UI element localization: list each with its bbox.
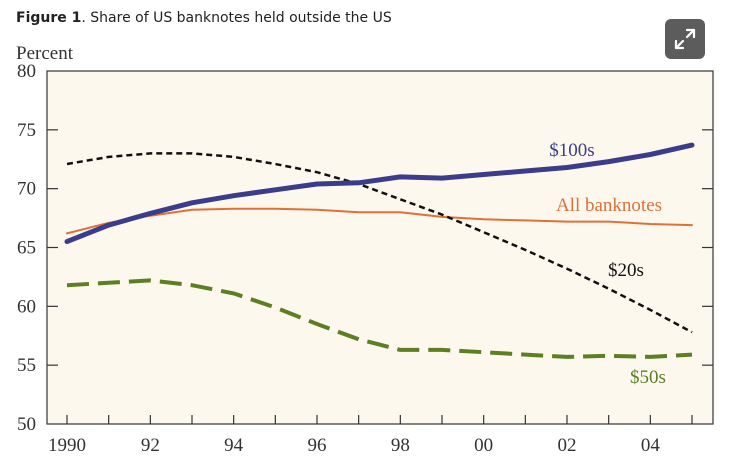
y-tick-label: 65 [17,238,36,259]
x-tick-label: 02 [558,435,577,456]
series-layer [64,142,695,359]
y-tick-label: 80 [17,61,36,82]
x-tick-label: 96 [308,435,327,456]
y-tick-label: 50 [17,414,36,435]
expand-icon [674,28,696,50]
series-label-all-banknotes: All banknotes [556,195,662,216]
x-tick-label: 00 [474,435,493,456]
x-tick-label: 04 [641,435,661,456]
x-tick-label: 1990 [48,435,86,456]
series-label-50s: $50s [630,367,666,388]
y-tick-label: 55 [17,355,36,376]
y-tick-label: 60 [17,296,36,317]
series-line-100s [64,142,695,245]
series-line-all-banknotes [66,207,693,235]
y-tick-label: 75 [17,120,36,141]
figure-caption: Figure 1. Share of US banknotes held out… [16,10,392,26]
plot-area [47,71,713,424]
x-tick-label: 92 [141,435,160,456]
figure-title: . Share of US banknotes held outside the… [81,10,392,26]
series-label-100s: $100s [549,140,594,161]
series-label-20s: $20s [608,260,644,281]
figure-label: Figure 1 [16,10,82,26]
expand-button[interactable] [665,19,705,59]
axis-layer: 50 55 60 65 70 75 80 1990 92 94 96 98 00 02 04 [17,61,714,456]
y-tick-label: 70 [17,179,36,200]
x-tick-label: 98 [391,435,410,456]
y-axis-title: Percent [16,43,74,64]
series-label-layer: $100s All banknotes $20s $50s [549,140,666,388]
series-line-20s [66,152,693,334]
series-line-50s [66,278,693,359]
x-tick-label: 94 [224,435,244,456]
